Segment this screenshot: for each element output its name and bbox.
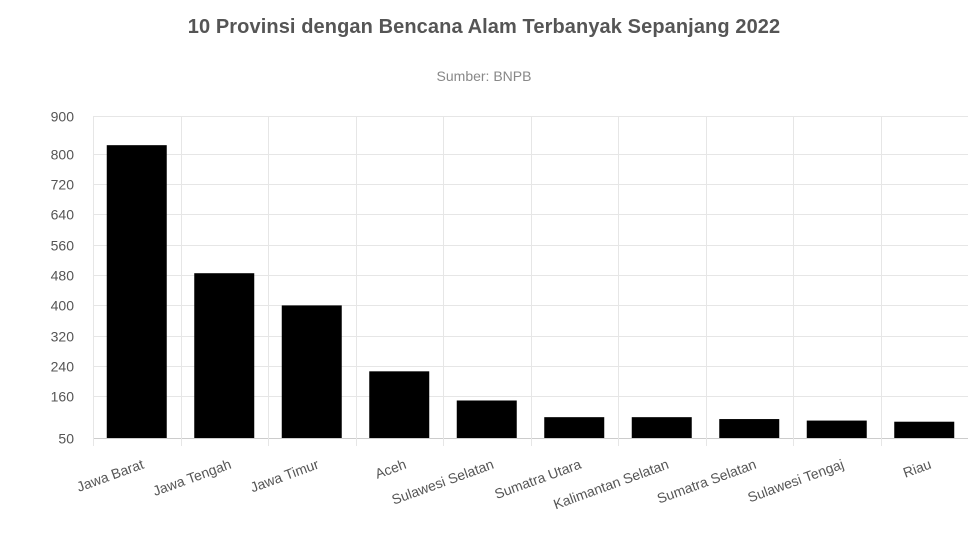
y-tick-label: 160 [51,389,75,405]
y-tick-label: 480 [51,268,75,284]
x-category-label: Riau [901,456,934,481]
bar-1 [194,273,255,438]
bars [106,145,955,438]
bar-9 [894,421,955,438]
y-tick-label: 720 [51,177,75,193]
bar-4 [456,400,517,438]
y-tick-label: 320 [51,329,75,345]
bar-8 [806,420,867,438]
bar-5 [544,417,605,438]
x-axis-category-labels: Jawa Barat Jawa Tengah Jawa Timur Aceh Sulaw… [74,456,933,513]
y-tick-label: 560 [51,238,75,254]
x-category-label: Jawa Barat [74,456,145,495]
x-category-label: Aceh [373,456,408,482]
y-tick-label: 640 [51,207,75,223]
bar-0 [106,145,167,438]
grid-lines [93,116,968,446]
chart-subtitle: Sumber: BNPB [436,68,532,84]
chart-title: 10 Provinsi dengan Bencana Alam Terbanya… [187,16,781,38]
bar-6 [631,417,692,438]
x-category-label: Sulawesi Tengaj [745,456,845,506]
x-category-label: Jawa Tengah [151,456,234,499]
y-tick-label: 900 [51,109,75,125]
y-tick-label: 50 [58,431,74,447]
bar-3 [369,371,430,438]
bar-7 [719,419,780,438]
x-category-label: Sumatra Selatan [655,456,758,507]
y-tick-label: 800 [51,147,75,163]
x-category-label: Jawa Timur [248,456,321,496]
y-tick-label: 240 [51,359,75,375]
bar-2 [281,305,342,438]
y-tick-label: 400 [51,298,75,314]
y-axis-tick-labels: 50 160 240 320 400 480 560 640 720 800 900 [51,109,75,447]
